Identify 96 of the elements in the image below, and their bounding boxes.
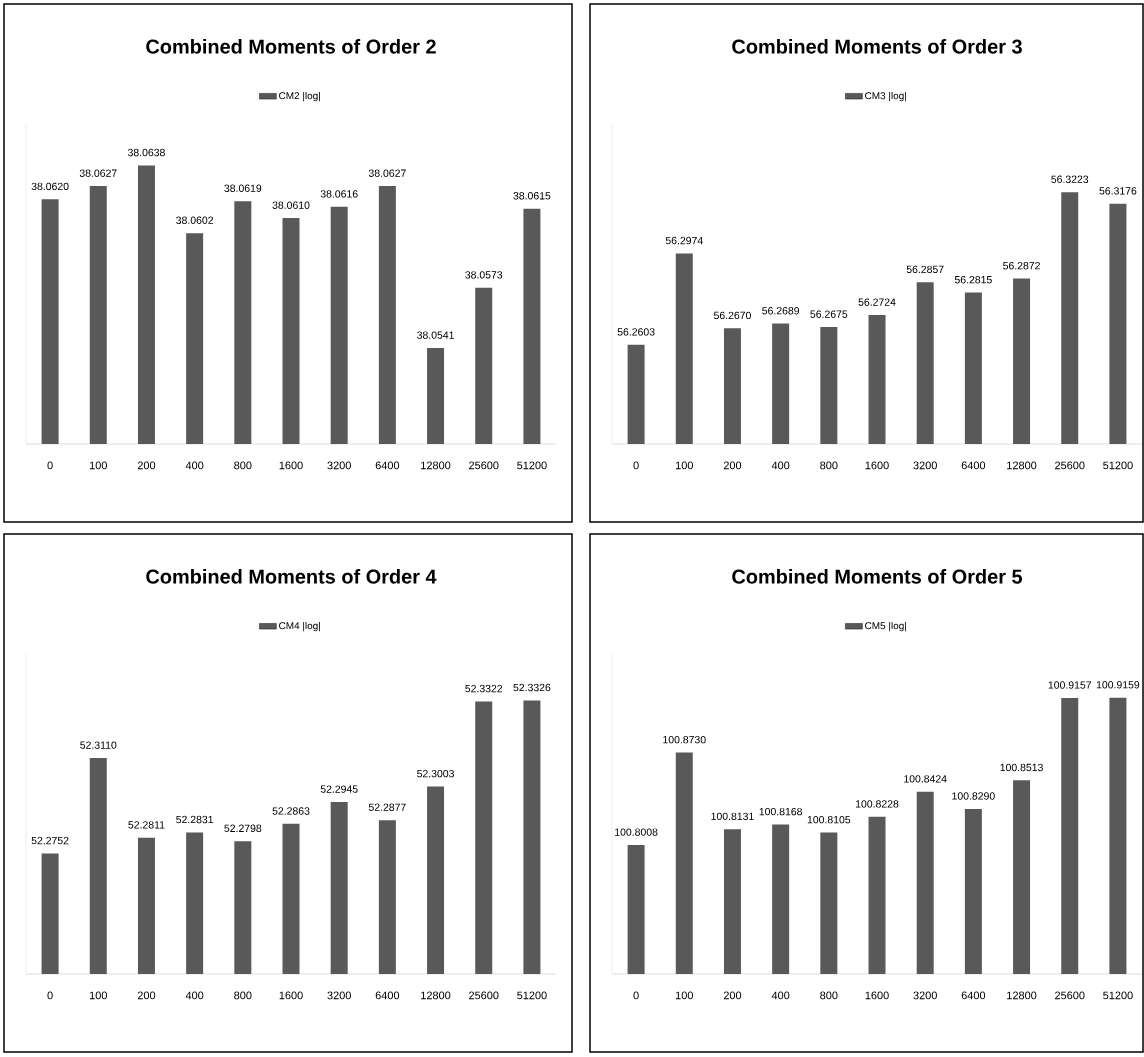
x-tick-label: 100 xyxy=(89,461,107,470)
data-label: 100.8008 xyxy=(615,828,658,836)
chart-title: Combined Moments of Order 3 xyxy=(732,39,1022,54)
x-tick-label: 1600 xyxy=(865,991,889,1000)
x-tick-label: 51200 xyxy=(517,991,547,1000)
x-tick-label: 51200 xyxy=(517,461,547,470)
data-label: 100.8513 xyxy=(1000,763,1043,772)
x-tick-label: 100 xyxy=(675,991,693,1000)
x-tick-label: 200 xyxy=(723,461,742,470)
x-tick-label: 0 xyxy=(47,461,53,470)
legend-label: CM5 |log| xyxy=(865,621,906,632)
data-label: 56.2603 xyxy=(617,328,655,336)
x-tick-label: 3200 xyxy=(327,461,351,470)
data-label: 56.3176 xyxy=(1099,187,1137,195)
x-tick-label: 400 xyxy=(771,461,790,470)
x-tick-label: 800 xyxy=(234,991,252,1000)
x-tick-label: 12800 xyxy=(421,991,451,1000)
data-label: 52.2798 xyxy=(224,824,262,833)
x-tick-label: 0 xyxy=(47,991,53,1000)
data-label: 38.0638 xyxy=(127,148,165,157)
x-tick-label: 0 xyxy=(633,461,639,470)
x-tick-label: 25600 xyxy=(1055,461,1085,470)
legend-label: CM3 |log| xyxy=(865,91,906,102)
x-tick-label: 1600 xyxy=(279,991,303,1000)
data-label: 38.0619 xyxy=(224,184,262,192)
data-label: 100.8105 xyxy=(807,815,851,824)
x-tick-label: 12800 xyxy=(421,461,451,470)
x-tick-label: 12800 xyxy=(1007,991,1037,1000)
data-label: 52.3003 xyxy=(417,769,454,778)
data-label: 100.9157 xyxy=(1048,681,1092,689)
data-label: 100.8424 xyxy=(904,775,947,783)
x-tick-label: 100 xyxy=(89,991,107,1000)
data-label: 100.9159 xyxy=(1096,681,1140,689)
x-tick-label: 200 xyxy=(723,991,742,1000)
x-tick-label: 6400 xyxy=(375,991,400,1000)
data-label: 56.2724 xyxy=(858,298,896,306)
x-tick-label: 12800 xyxy=(1007,461,1037,470)
x-tick-label: 400 xyxy=(185,991,204,1000)
x-tick-label: 800 xyxy=(820,991,838,1000)
data-label: 56.2675 xyxy=(810,310,848,318)
x-tick-label: 6400 xyxy=(961,991,986,1000)
data-label: 56.2872 xyxy=(1003,261,1040,270)
data-label: 56.2689 xyxy=(762,307,800,315)
data-label: 56.3223 xyxy=(1051,175,1089,183)
data-label: 38.0627 xyxy=(368,169,406,177)
x-tick-label: 51200 xyxy=(1103,991,1133,1000)
data-label: 56.2670 xyxy=(713,311,751,320)
legend-label: CM2 |log| xyxy=(279,91,320,102)
x-tick-label: 1600 xyxy=(865,461,889,470)
x-tick-label: 6400 xyxy=(961,461,986,470)
x-tick-label: 1600 xyxy=(279,461,303,470)
data-label: 52.2945 xyxy=(320,785,358,793)
data-label: 38.0541 xyxy=(417,331,454,339)
data-label: 38.0602 xyxy=(176,216,213,224)
x-tick-label: 200 xyxy=(137,461,156,470)
data-label: 100.8168 xyxy=(759,807,802,816)
data-label: 100.8730 xyxy=(663,735,706,744)
data-label: 52.3110 xyxy=(80,741,117,749)
data-label: 38.0616 xyxy=(320,190,358,198)
x-tick-label: 800 xyxy=(234,461,252,470)
data-label: 38.0627 xyxy=(79,169,117,177)
data-label: 38.0615 xyxy=(513,192,551,200)
data-label: 52.2831 xyxy=(176,815,214,824)
x-tick-label: 25600 xyxy=(1055,991,1085,1000)
x-tick-label: 3200 xyxy=(913,991,937,1000)
x-tick-label: 0 xyxy=(633,991,639,1000)
legend-label: CM4 |log| xyxy=(279,621,320,632)
data-label: 52.3326 xyxy=(513,683,551,692)
data-label: 38.0573 xyxy=(465,271,503,279)
data-label: 100.8131 xyxy=(711,812,754,821)
x-tick-label: 200 xyxy=(137,991,156,1000)
data-label: 38.0610 xyxy=(272,201,310,209)
chart-title: Combined Moments of Order 5 xyxy=(732,569,1023,584)
data-label: 56.2857 xyxy=(906,265,944,274)
x-tick-label: 800 xyxy=(820,461,838,470)
data-label: 56.2815 xyxy=(954,276,992,284)
data-label: 52.2752 xyxy=(31,836,69,845)
x-tick-label: 400 xyxy=(185,461,204,470)
data-label: 52.2877 xyxy=(368,803,406,811)
data-label: 52.2811 xyxy=(128,821,165,829)
data-label: 56.2974 xyxy=(665,236,703,245)
x-tick-label: 3200 xyxy=(327,991,351,1000)
chart-title: Combined Moments of Order 2 xyxy=(146,39,436,54)
x-tick-label: 100 xyxy=(675,461,693,470)
x-tick-label: 3200 xyxy=(913,461,937,470)
x-tick-label: 400 xyxy=(771,991,790,1000)
chart-title: Combined Moments of Order 4 xyxy=(146,569,437,584)
x-tick-label: 51200 xyxy=(1103,461,1133,470)
data-label: 100.8290 xyxy=(952,792,995,800)
data-label: 52.3322 xyxy=(465,684,503,693)
data-label: 38.0620 xyxy=(31,182,69,191)
x-tick-label: 6400 xyxy=(375,461,400,470)
data-label: 52.2863 xyxy=(272,807,310,815)
x-tick-label: 25600 xyxy=(469,461,499,470)
x-tick-label: 25600 xyxy=(469,991,499,1000)
data-label: 100.8228 xyxy=(855,800,899,808)
